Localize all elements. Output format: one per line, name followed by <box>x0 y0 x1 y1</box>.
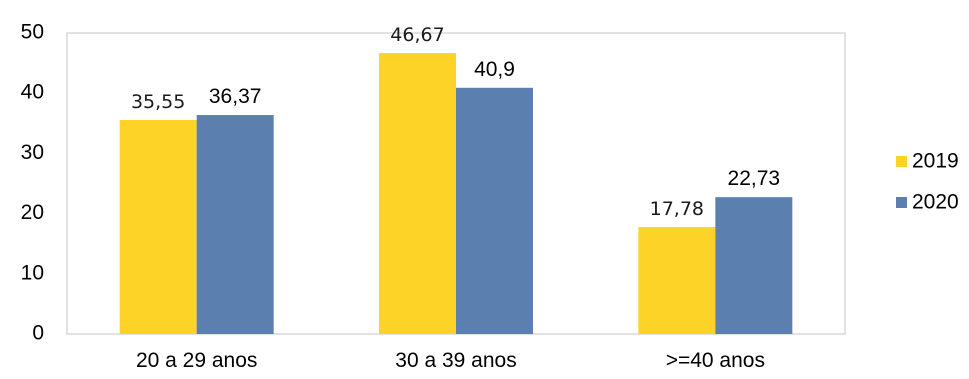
data-label: 35,55 <box>131 91 185 113</box>
y-tick-label: 0 <box>32 322 44 345</box>
legend-swatch <box>896 197 907 208</box>
bar-2020-3 <box>715 197 793 334</box>
y-tick-label: 50 <box>21 21 44 44</box>
x-axis: 20 a 29 anos 30 a 39 anos >=40 anos <box>136 349 765 372</box>
y-tick-label: 20 <box>21 201 44 224</box>
y-tick-label: 10 <box>21 261 44 284</box>
y-tick-label: 30 <box>21 141 44 164</box>
data-label: 40,9 <box>474 58 515 81</box>
bars <box>119 53 793 334</box>
bar-2019-1 <box>119 119 197 334</box>
bar-2019-2 <box>379 53 456 334</box>
bar-2020-1 <box>196 115 274 334</box>
x-tick-label: 30 a 39 anos <box>395 349 516 372</box>
y-tick-label: 40 <box>21 81 44 104</box>
bar-2020-2 <box>456 87 533 334</box>
x-tick-label: 20 a 29 anos <box>136 349 257 372</box>
data-label: 36,37 <box>209 85 262 108</box>
legend-label: 2020 <box>912 191 959 214</box>
data-label: 17,78 <box>650 198 704 220</box>
legend: 2019 2020 <box>896 150 959 214</box>
data-labels: 35,55 36,37 46,67 40,9 17,78 22,73 <box>131 24 780 220</box>
legend-swatch <box>896 156 907 167</box>
legend-label: 2019 <box>912 150 959 173</box>
y-axis: 0 10 20 30 40 50 <box>21 21 44 345</box>
data-label: 22,73 <box>728 167 781 190</box>
data-label: 46,67 <box>390 24 444 46</box>
bar-2019-3 <box>638 226 716 334</box>
x-tick-label: >=40 anos <box>666 349 765 372</box>
